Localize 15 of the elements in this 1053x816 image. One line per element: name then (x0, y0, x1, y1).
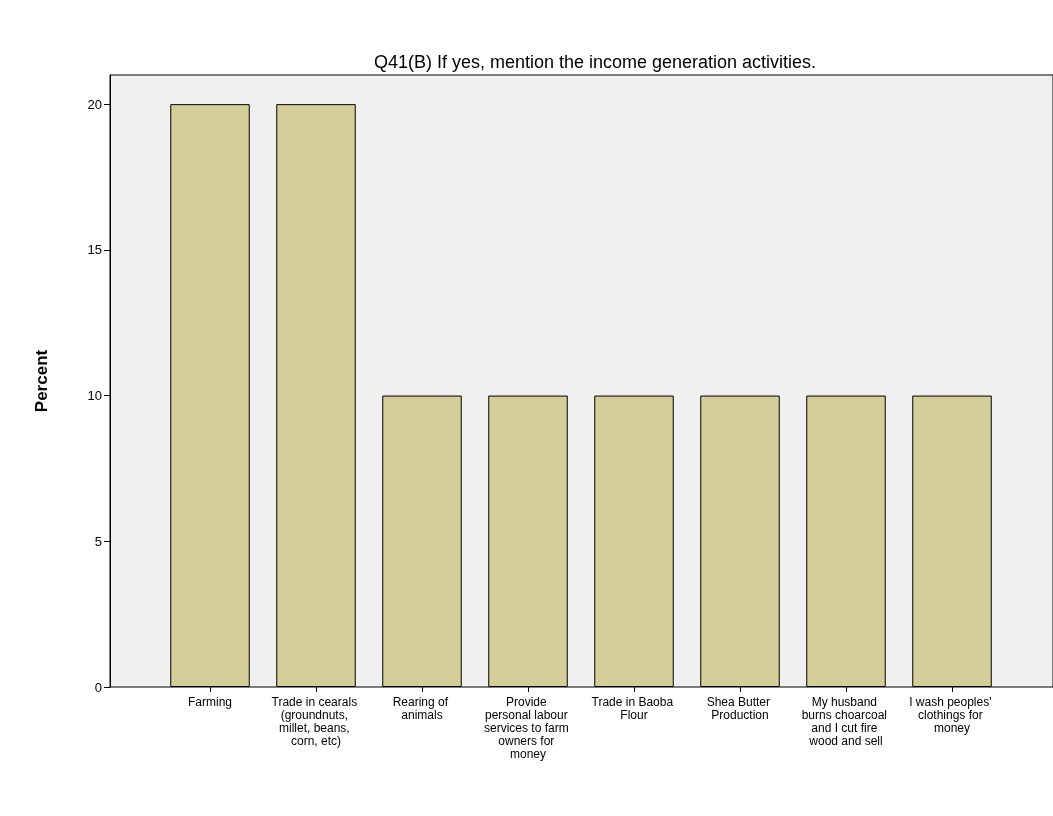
y-tick-label: 10 (87, 388, 102, 404)
x-tick-label: Farming (187, 694, 233, 709)
y-tick-label: 15 (87, 242, 102, 258)
x-tick-label: Provide personal labour services to farm owners for money (483, 694, 573, 761)
x-tick-label: Trade in Baoba Flour (591, 694, 677, 722)
x-tick-label: Shea Butter Production (706, 694, 774, 722)
y-tick-label: 0 (94, 679, 102, 695)
x-tick-label: I wash peoples' clothings for money (909, 694, 995, 735)
y-axis-title: Percent (32, 349, 51, 413)
chart-title: Q41(B) If yes, mention the income generation activities. (373, 52, 817, 72)
x-tick-label: My husband burns choarcoal and I cut fire wood and sell (801, 694, 891, 748)
x-tick-label: Trade in cearals (groundnuts, millet, beans, corn, etc) (271, 694, 361, 748)
x-tick-label: Rearing of animals (392, 694, 452, 722)
y-tick-label: 5 (94, 533, 102, 549)
y-tick-label: 20 (87, 96, 102, 112)
